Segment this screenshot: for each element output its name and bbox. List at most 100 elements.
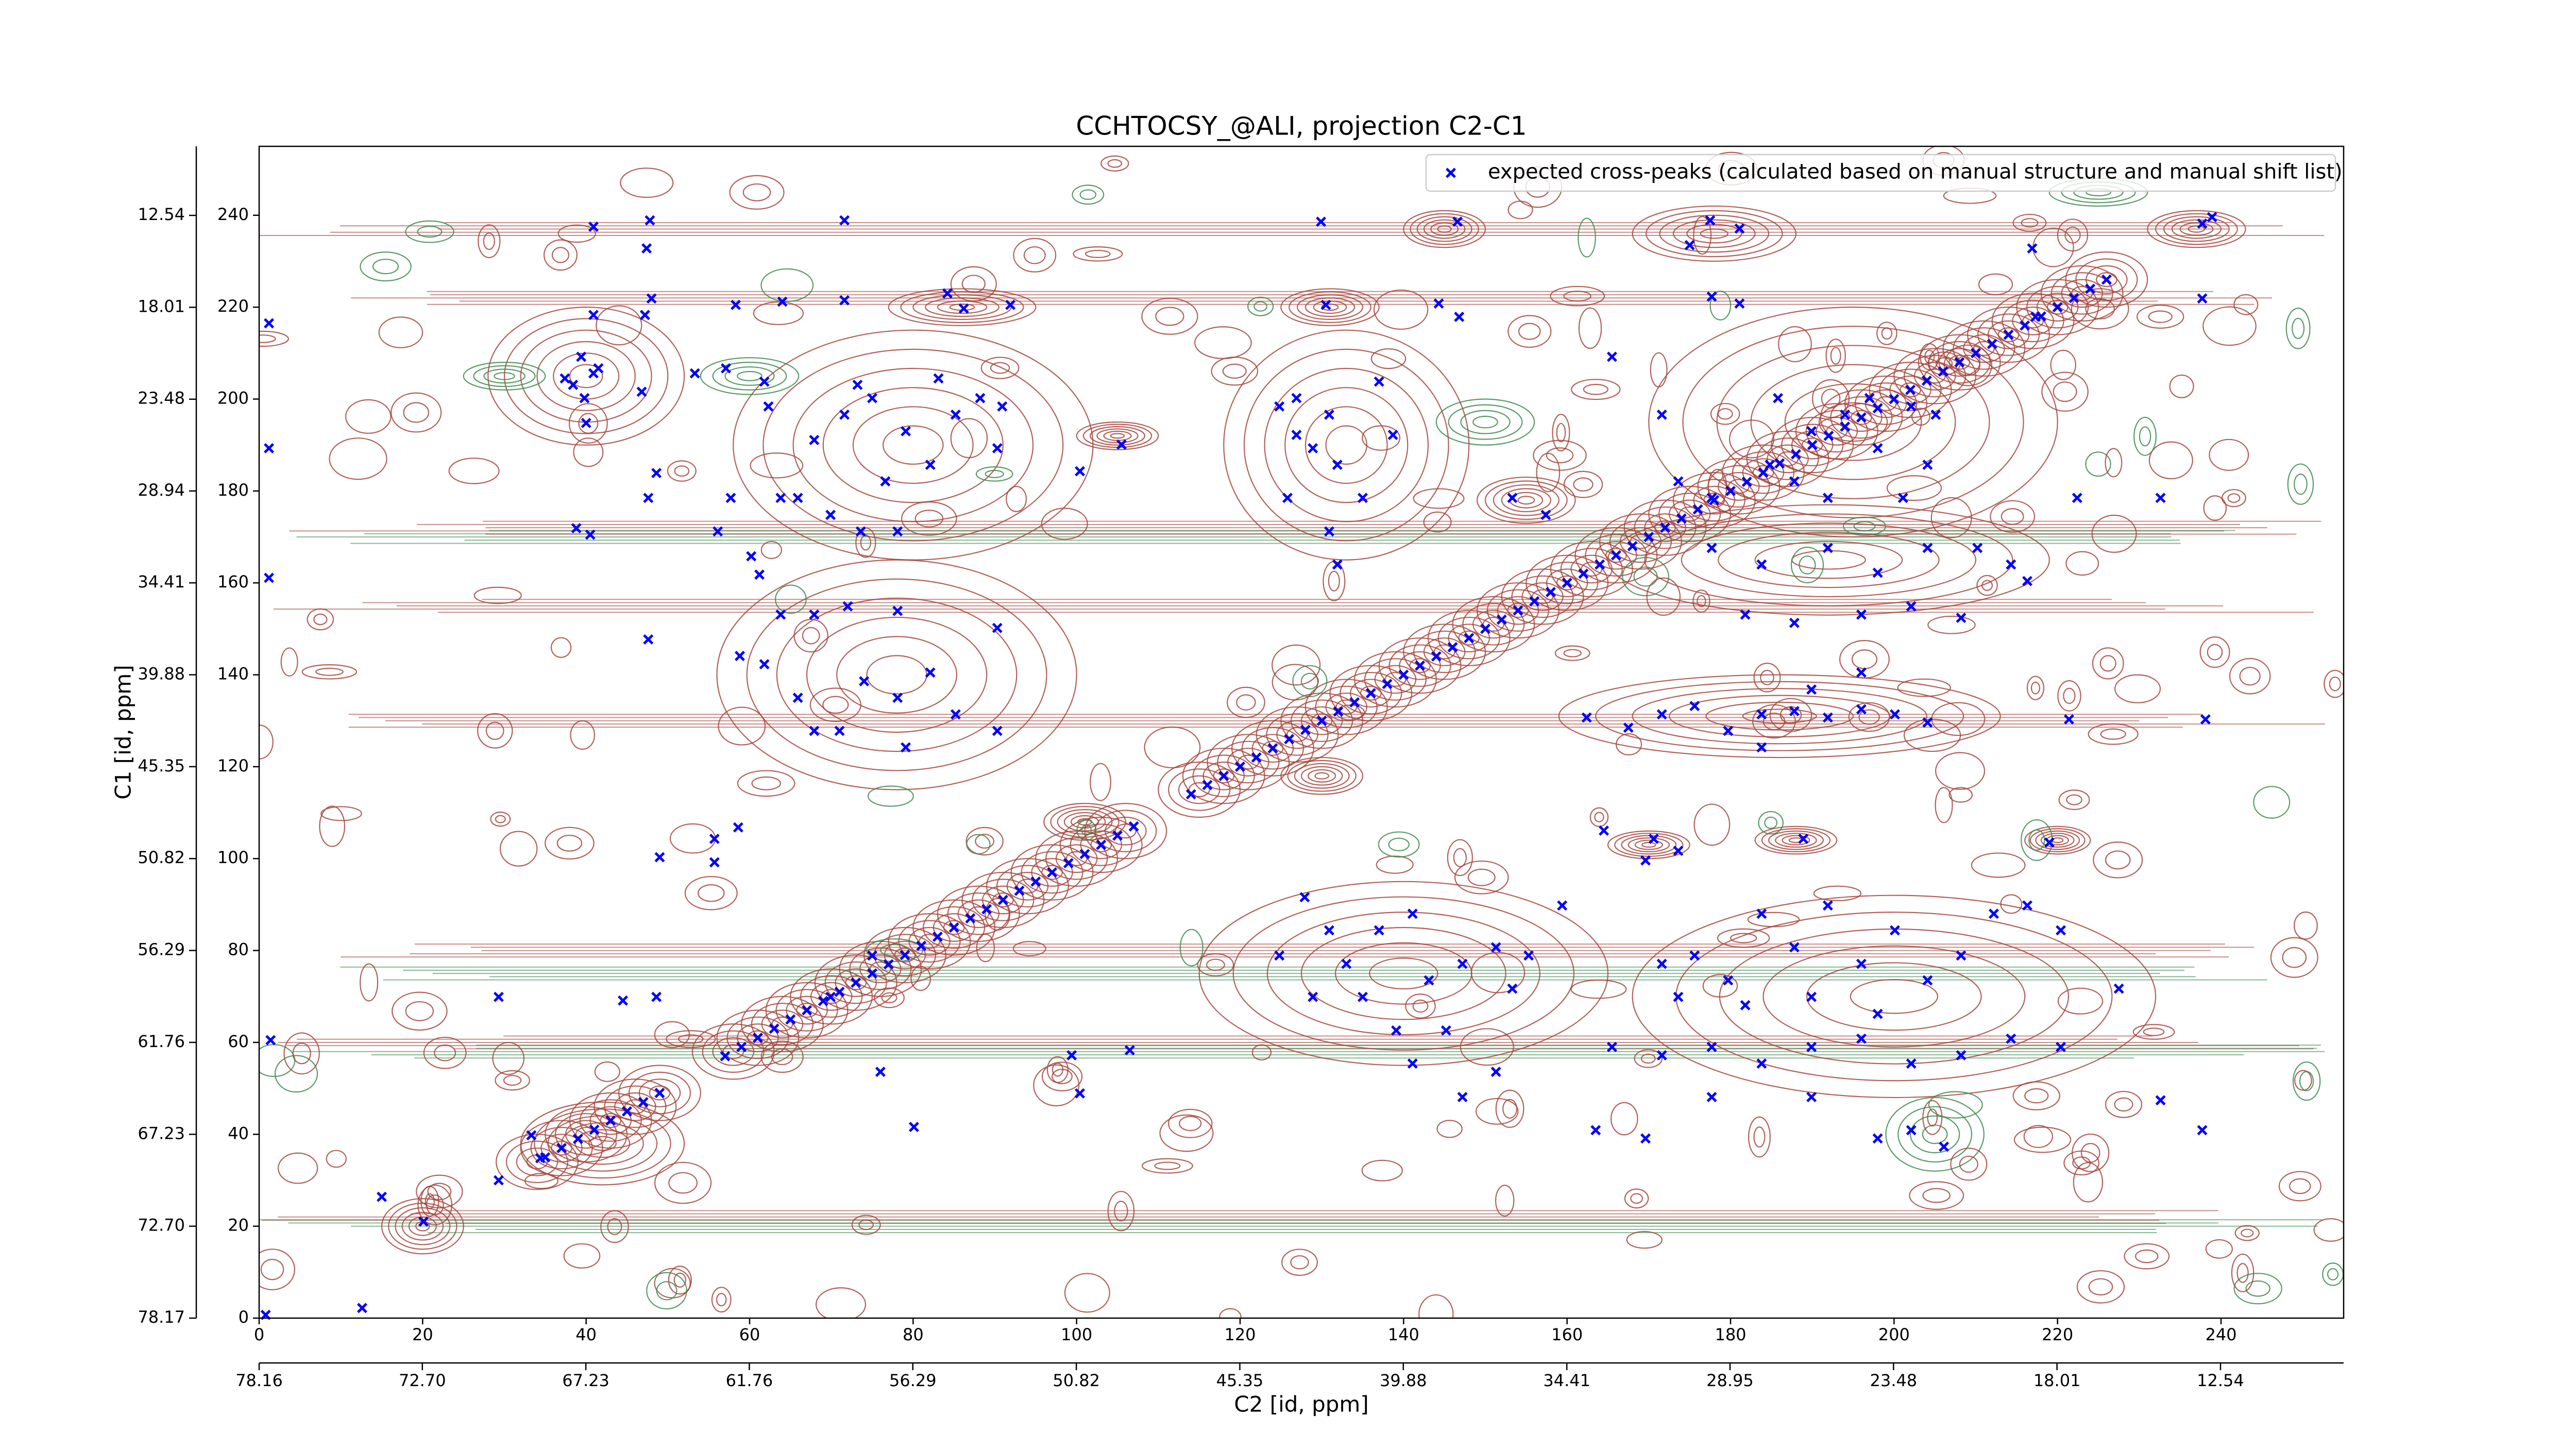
contour (1073, 246, 1123, 262)
cross-peak (1734, 223, 1745, 234)
contour (2285, 308, 2311, 349)
contour (775, 989, 838, 1032)
contour (1971, 852, 2026, 878)
cross-peak (1324, 526, 1334, 537)
cross-peak (1407, 908, 1418, 919)
contour (1388, 644, 1451, 687)
contour (975, 834, 995, 849)
cross-peak (1756, 742, 1767, 753)
contour (1412, 999, 1429, 1013)
contour (545, 827, 595, 860)
cross-peak (1756, 1058, 1767, 1069)
contour (1963, 334, 2005, 363)
cross-peak (1316, 715, 1327, 726)
cross-peak (1706, 1092, 1717, 1103)
cross-peak (1066, 1050, 1077, 1060)
cross-peak (1308, 443, 1318, 453)
cross-peak (1415, 660, 1426, 671)
x2-tick-label: 45.35 (1216, 1371, 1264, 1390)
contour (1777, 451, 1799, 466)
cross-peak (589, 1124, 600, 1135)
cross-peak (818, 996, 828, 1006)
cross-peak (1640, 855, 1651, 866)
contour (426, 1194, 444, 1216)
contour (1762, 712, 1786, 731)
contour (1981, 580, 1993, 591)
cross-peak (1789, 476, 1800, 487)
contour (1507, 200, 1533, 220)
contour (1430, 222, 1459, 236)
contour (1290, 1255, 1309, 1270)
contour (536, 341, 636, 411)
cross-peak (1956, 1050, 1967, 1060)
contour (1782, 835, 1810, 846)
contour (473, 586, 522, 604)
cross-peak (493, 991, 504, 1002)
contour (1072, 184, 1105, 205)
contour (2105, 448, 2123, 478)
cross-peak (1673, 476, 1684, 487)
contour (381, 1198, 464, 1255)
x-tick-label: 0 (254, 1325, 264, 1344)
contour (1197, 953, 1234, 976)
contour (2057, 680, 2081, 712)
cross-peak (1856, 704, 1867, 715)
contour (1281, 1249, 1318, 1276)
y2-tick-label: 23.48 (138, 389, 185, 408)
contour (499, 831, 538, 867)
x2-tick-label: 50.82 (1053, 1371, 1100, 1390)
contour (1717, 408, 1733, 420)
cross-peak (622, 1106, 632, 1117)
contour (866, 655, 927, 695)
contour (392, 991, 448, 1031)
contour (573, 437, 604, 467)
contour (1748, 1116, 1771, 1158)
contour (722, 1044, 744, 1059)
contour (555, 1113, 618, 1156)
cross-peak (859, 676, 870, 687)
contour (1486, 589, 1550, 632)
contour (1758, 811, 1784, 835)
contour (259, 334, 276, 343)
cross-peak (1358, 991, 1368, 1002)
cross-peak (1643, 532, 1654, 542)
contour (2234, 1225, 2260, 1241)
contour (1672, 219, 1756, 248)
contour (2030, 681, 2041, 695)
contour (1178, 775, 1221, 804)
cross-peak (1864, 393, 1875, 403)
contour (2322, 1262, 2344, 1286)
contour (1953, 327, 2015, 370)
contour (405, 220, 454, 243)
contour (600, 1210, 629, 1243)
contour (1718, 531, 1940, 588)
cross-peak (651, 468, 662, 479)
contour (2293, 474, 2308, 495)
contour (1070, 823, 1132, 866)
contour (1033, 1064, 1080, 1107)
cross-peak (689, 368, 700, 379)
contour (1924, 368, 1946, 384)
x2-tick-label: 56.29 (889, 1371, 937, 1390)
contour (2085, 451, 2111, 477)
cross-peak (1939, 1141, 1950, 1152)
y-tick-label: 240 (217, 205, 249, 224)
contour (2032, 227, 2074, 267)
contour (1052, 1069, 1073, 1085)
contour (2253, 786, 2291, 819)
cross-peak (641, 243, 652, 254)
contour (2207, 644, 2223, 661)
y2-tick-label: 72.70 (138, 1216, 185, 1235)
contour-layer (259, 146, 2344, 1318)
contour (2236, 1263, 2249, 1283)
contour (326, 1150, 347, 1168)
contour (1484, 480, 1568, 520)
contour (747, 1030, 769, 1046)
cross-peak (540, 1152, 551, 1162)
contour (417, 226, 443, 238)
x2-tick-label: 39.88 (1380, 1371, 1427, 1390)
contour (360, 963, 379, 1002)
cross-peak (2101, 274, 2112, 285)
contour (674, 465, 690, 477)
contour (1311, 713, 1333, 729)
